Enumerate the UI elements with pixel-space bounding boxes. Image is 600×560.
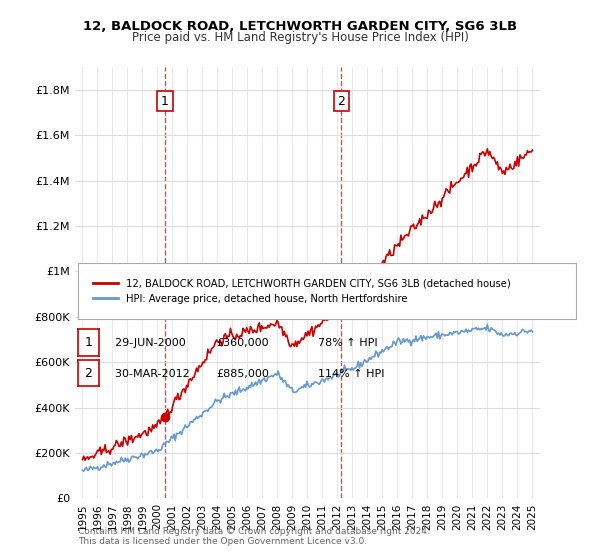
Text: 1: 1 (85, 336, 92, 349)
Text: 30-MAR-2012: 30-MAR-2012 (108, 369, 190, 379)
Text: 2: 2 (337, 95, 345, 108)
Text: 1: 1 (161, 95, 169, 108)
Text: 12, BALDOCK ROAD, LETCHWORTH GARDEN CITY, SG6 3LB: 12, BALDOCK ROAD, LETCHWORTH GARDEN CITY… (83, 20, 517, 32)
Text: Contains HM Land Registry data © Crown copyright and database right 2024.
This d: Contains HM Land Registry data © Crown c… (78, 526, 430, 546)
Text: 2: 2 (85, 367, 92, 380)
Legend: 12, BALDOCK ROAD, LETCHWORTH GARDEN CITY, SG6 3LB (detached house), HPI: Average: 12, BALDOCK ROAD, LETCHWORTH GARDEN CITY… (88, 274, 516, 309)
Text: £885,000: £885,000 (216, 369, 269, 379)
Text: Price paid vs. HM Land Registry's House Price Index (HPI): Price paid vs. HM Land Registry's House … (131, 31, 469, 44)
Text: 78% ↑ HPI: 78% ↑ HPI (318, 338, 377, 348)
Text: £360,000: £360,000 (216, 338, 269, 348)
Text: 29-JUN-2000: 29-JUN-2000 (108, 338, 186, 348)
Text: 114% ↑ HPI: 114% ↑ HPI (318, 369, 385, 379)
